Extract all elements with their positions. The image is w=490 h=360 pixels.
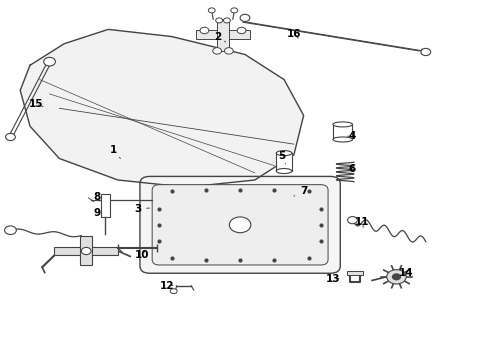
Circle shape xyxy=(421,48,431,55)
Circle shape xyxy=(224,48,233,54)
Text: 3: 3 xyxy=(134,204,149,214)
Text: 13: 13 xyxy=(326,274,340,284)
Circle shape xyxy=(213,48,221,54)
Ellipse shape xyxy=(276,150,292,156)
Circle shape xyxy=(347,217,357,224)
Circle shape xyxy=(229,217,251,233)
Text: 1: 1 xyxy=(109,144,121,158)
Text: 14: 14 xyxy=(399,267,414,278)
Text: 16: 16 xyxy=(287,29,301,39)
Circle shape xyxy=(392,274,400,280)
Circle shape xyxy=(223,18,230,23)
Circle shape xyxy=(4,226,16,234)
Text: 5: 5 xyxy=(278,150,286,164)
Text: 10: 10 xyxy=(135,250,149,260)
Circle shape xyxy=(200,27,209,34)
Text: 8: 8 xyxy=(94,192,101,202)
Bar xyxy=(276,153,292,171)
FancyBboxPatch shape xyxy=(152,185,328,265)
Circle shape xyxy=(387,270,406,284)
Circle shape xyxy=(5,134,15,140)
Text: 9: 9 xyxy=(94,208,101,218)
Text: 12: 12 xyxy=(160,281,174,291)
Bar xyxy=(101,194,110,217)
Bar xyxy=(196,31,250,39)
Circle shape xyxy=(81,247,91,255)
Text: 7: 7 xyxy=(294,186,307,196)
Text: 11: 11 xyxy=(355,217,369,227)
Ellipse shape xyxy=(333,122,352,127)
Circle shape xyxy=(216,18,222,23)
Bar xyxy=(217,19,229,51)
Bar xyxy=(80,236,92,265)
Circle shape xyxy=(231,8,238,13)
Circle shape xyxy=(170,289,177,294)
Text: 15: 15 xyxy=(28,99,43,109)
Bar xyxy=(333,125,352,139)
Circle shape xyxy=(240,14,250,22)
Circle shape xyxy=(208,8,215,13)
Text: 2: 2 xyxy=(215,32,225,42)
Bar xyxy=(346,271,363,275)
Circle shape xyxy=(44,57,55,66)
Ellipse shape xyxy=(276,168,292,174)
Text: 6: 6 xyxy=(347,164,356,174)
Ellipse shape xyxy=(333,137,352,142)
Bar xyxy=(54,247,118,255)
Circle shape xyxy=(237,27,246,34)
Text: 4: 4 xyxy=(347,131,356,141)
Polygon shape xyxy=(20,30,304,187)
FancyBboxPatch shape xyxy=(140,176,340,273)
